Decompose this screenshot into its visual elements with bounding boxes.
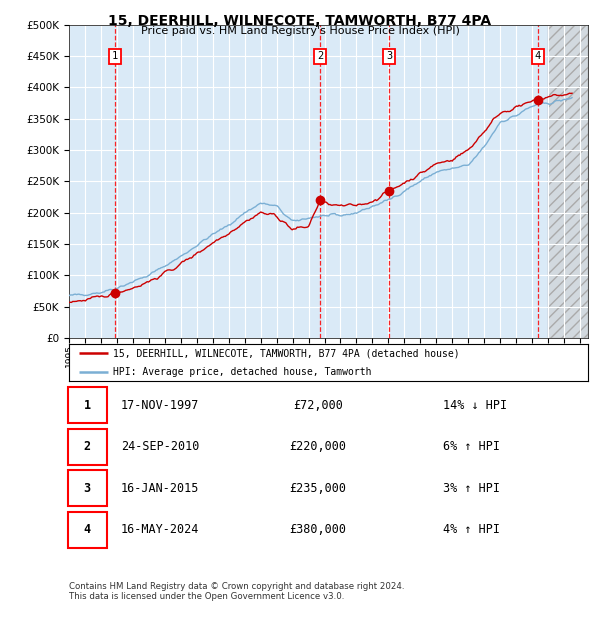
Text: 1: 1 <box>83 399 91 412</box>
Text: 14% ↓ HPI: 14% ↓ HPI <box>443 399 507 412</box>
Text: 4% ↑ HPI: 4% ↑ HPI <box>443 523 500 536</box>
Text: 2: 2 <box>317 51 323 61</box>
Bar <box>548 25 588 338</box>
Text: £235,000: £235,000 <box>290 482 347 495</box>
Text: Price paid vs. HM Land Registry's House Price Index (HPI): Price paid vs. HM Land Registry's House … <box>140 26 460 36</box>
Text: 3% ↑ HPI: 3% ↑ HPI <box>443 482 500 495</box>
Text: 4: 4 <box>535 51 541 61</box>
Text: 15, DEERHILL, WILNECOTE, TAMWORTH, B77 4PA: 15, DEERHILL, WILNECOTE, TAMWORTH, B77 4… <box>109 14 491 28</box>
Bar <box>548 25 588 338</box>
Text: 16-JAN-2015: 16-JAN-2015 <box>121 482 199 495</box>
FancyBboxPatch shape <box>68 388 107 423</box>
Text: £220,000: £220,000 <box>290 440 347 453</box>
Text: HPI: Average price, detached house, Tamworth: HPI: Average price, detached house, Tamw… <box>113 367 371 377</box>
Text: 15, DEERHILL, WILNECOTE, TAMWORTH, B77 4PA (detached house): 15, DEERHILL, WILNECOTE, TAMWORTH, B77 4… <box>113 348 460 358</box>
Text: 3: 3 <box>386 51 392 61</box>
Text: 16-MAY-2024: 16-MAY-2024 <box>121 523 199 536</box>
Text: £380,000: £380,000 <box>290 523 347 536</box>
Text: 2: 2 <box>83 440 91 453</box>
Text: Contains HM Land Registry data © Crown copyright and database right 2024.
This d: Contains HM Land Registry data © Crown c… <box>69 582 404 601</box>
Text: 6% ↑ HPI: 6% ↑ HPI <box>443 440 500 453</box>
Text: 3: 3 <box>83 482 91 495</box>
FancyBboxPatch shape <box>68 512 107 547</box>
Text: 4: 4 <box>83 523 91 536</box>
Text: 24-SEP-2010: 24-SEP-2010 <box>121 440 199 453</box>
Text: 17-NOV-1997: 17-NOV-1997 <box>121 399 199 412</box>
Text: 1: 1 <box>112 51 118 61</box>
FancyBboxPatch shape <box>68 471 107 506</box>
FancyBboxPatch shape <box>68 429 107 464</box>
Text: £72,000: £72,000 <box>293 399 343 412</box>
